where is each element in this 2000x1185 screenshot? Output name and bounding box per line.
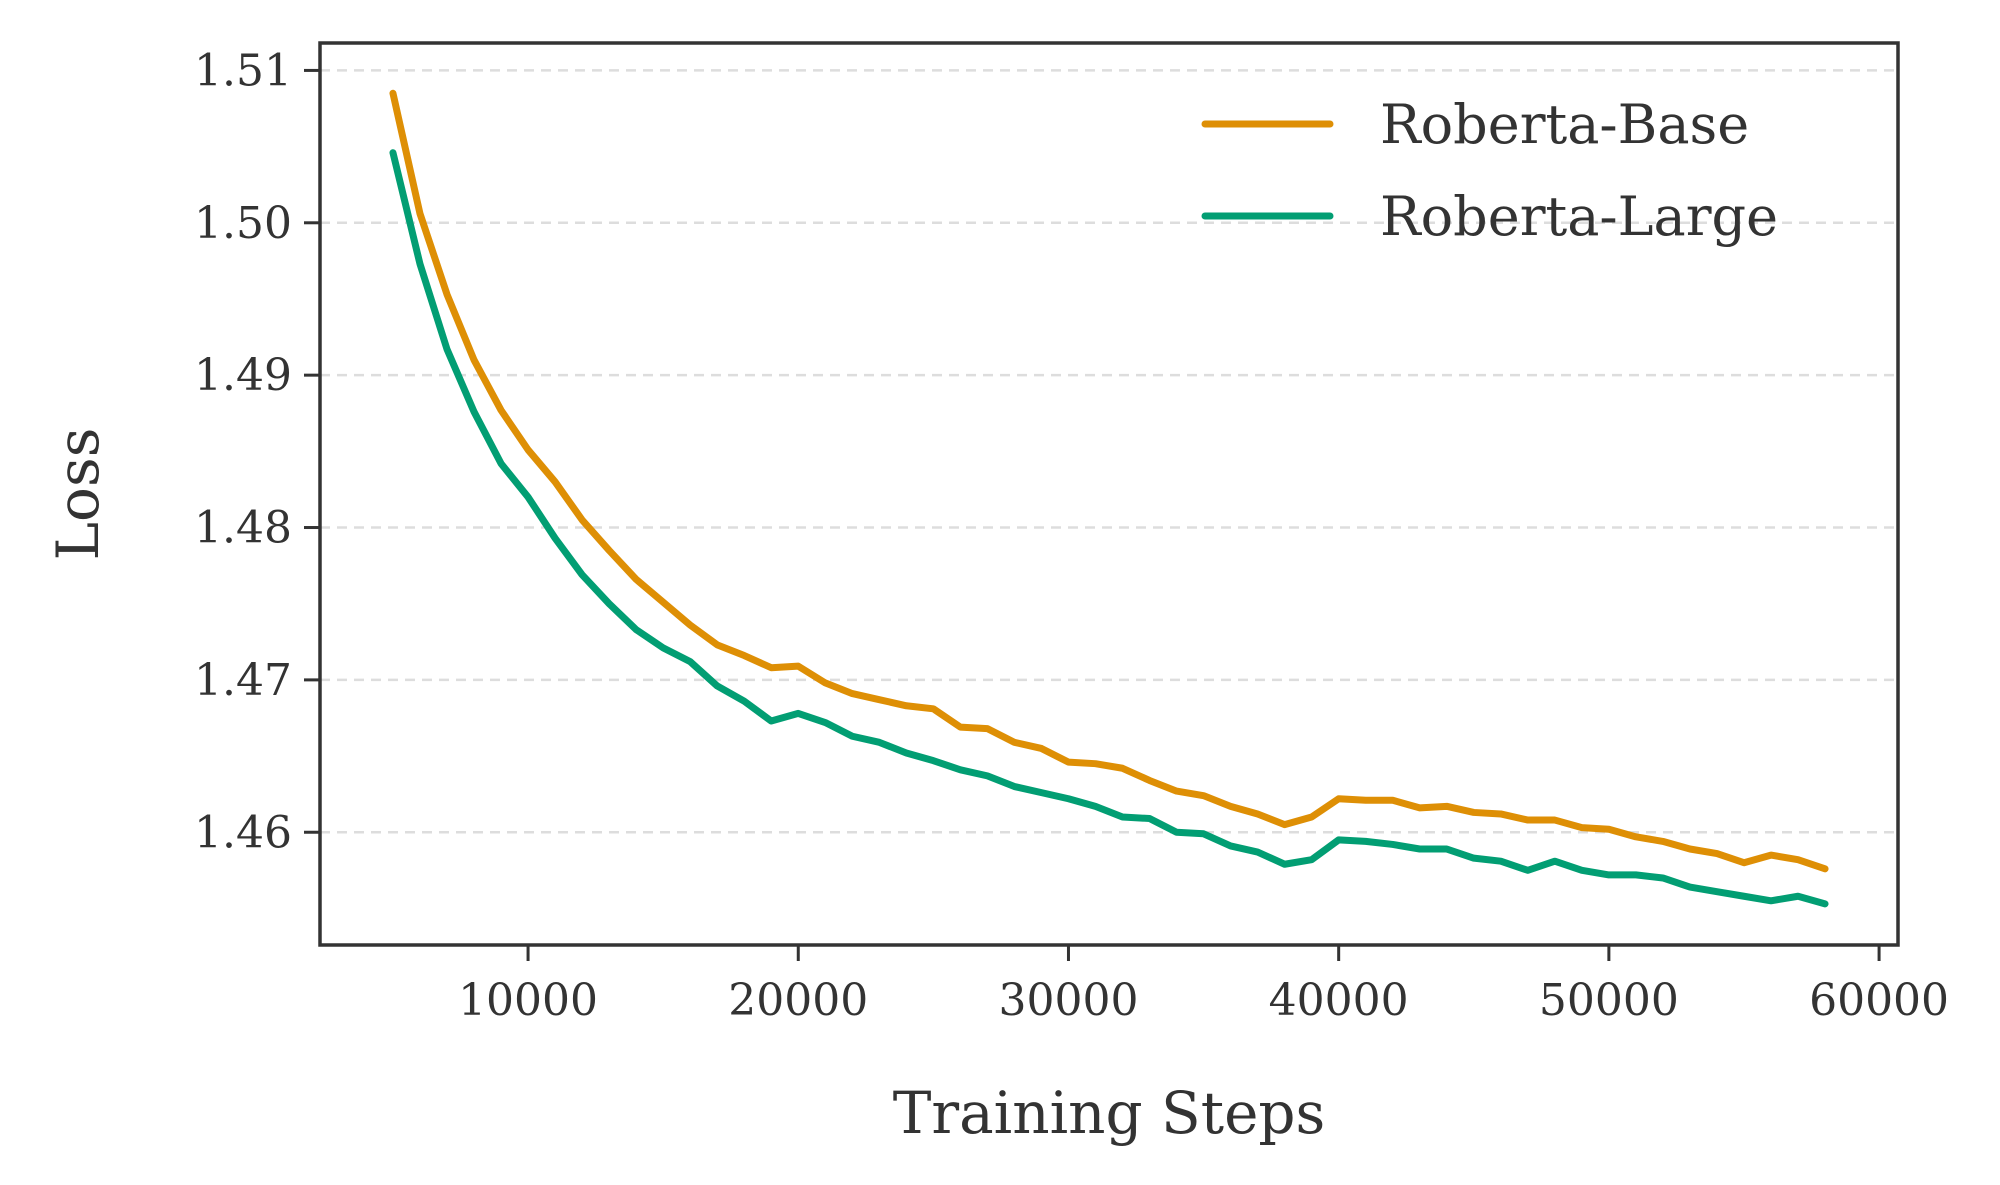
axis-tick-labels: 1.46 1.47 1.48 1.49 1.50 1.51 10000 20000 30000 4… bbox=[194, 45, 1949, 1026]
y-tick-label: 1.50 bbox=[194, 198, 292, 249]
x-tick-label: 60000 bbox=[1809, 975, 1949, 1026]
y-axis-title: Loss bbox=[44, 428, 112, 561]
series-lines bbox=[389, 89, 1829, 908]
x-tick-label: 50000 bbox=[1539, 975, 1679, 1026]
series-line-roberta-base bbox=[389, 89, 1829, 873]
y-tick-label: 1.47 bbox=[194, 655, 292, 706]
y-tick-label: 1.48 bbox=[194, 503, 292, 554]
x-tick-label: 30000 bbox=[998, 975, 1138, 1026]
series-line-roberta-large bbox=[389, 149, 1829, 908]
x-axis-title: Training Steps bbox=[893, 1079, 1326, 1147]
x-tick-label: 10000 bbox=[458, 975, 598, 1026]
legend: Roberta-Base Roberta-Large bbox=[1201, 93, 1778, 248]
y-tick-label: 1.49 bbox=[194, 350, 292, 401]
axis-ticks bbox=[304, 68, 1881, 961]
y-tick-label: 1.51 bbox=[194, 45, 292, 96]
plot-frame bbox=[318, 41, 1900, 947]
y-tick-label: 1.46 bbox=[194, 807, 292, 858]
grid-lines bbox=[320, 69, 1898, 834]
legend-label: Roberta-Base bbox=[1380, 93, 1749, 156]
x-tick-label: 40000 bbox=[1269, 975, 1409, 1026]
legend-label: Roberta-Large bbox=[1380, 185, 1778, 248]
x-tick-label: 20000 bbox=[728, 975, 868, 1026]
